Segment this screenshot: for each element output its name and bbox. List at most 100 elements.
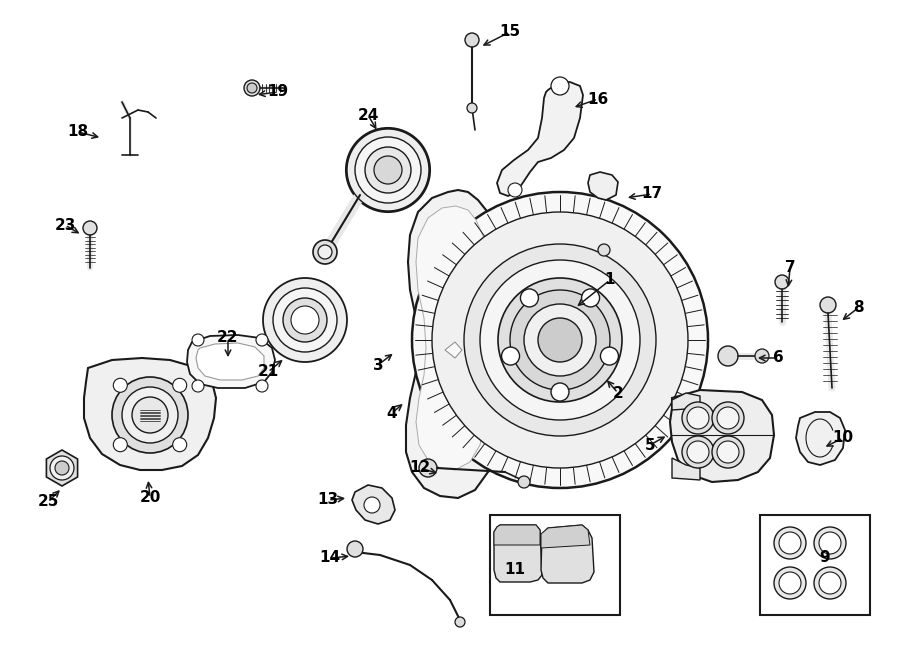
- Text: 17: 17: [642, 187, 662, 201]
- Circle shape: [173, 438, 186, 451]
- Circle shape: [113, 438, 127, 451]
- Text: 12: 12: [410, 461, 430, 475]
- Circle shape: [247, 83, 257, 93]
- Polygon shape: [541, 525, 590, 548]
- Circle shape: [112, 377, 188, 453]
- Circle shape: [779, 532, 801, 554]
- Circle shape: [50, 456, 74, 480]
- Circle shape: [318, 245, 332, 259]
- Polygon shape: [352, 485, 395, 524]
- Circle shape: [524, 304, 596, 376]
- Circle shape: [819, 572, 841, 594]
- Circle shape: [192, 334, 204, 346]
- Text: 14: 14: [320, 551, 340, 565]
- Text: 23: 23: [54, 218, 76, 232]
- Polygon shape: [670, 390, 774, 482]
- Circle shape: [717, 407, 739, 429]
- Text: 1: 1: [605, 273, 616, 287]
- Circle shape: [355, 137, 421, 203]
- Circle shape: [819, 532, 841, 554]
- Circle shape: [774, 527, 806, 559]
- Circle shape: [510, 290, 610, 390]
- Circle shape: [291, 306, 319, 334]
- Polygon shape: [588, 172, 618, 200]
- Circle shape: [687, 441, 709, 463]
- Text: 11: 11: [505, 563, 526, 577]
- Polygon shape: [416, 206, 485, 470]
- Circle shape: [173, 378, 186, 393]
- Circle shape: [364, 497, 380, 513]
- Circle shape: [412, 192, 708, 488]
- Circle shape: [132, 397, 168, 433]
- Text: 16: 16: [588, 91, 608, 107]
- Circle shape: [581, 289, 599, 307]
- Polygon shape: [494, 525, 542, 582]
- Text: 15: 15: [500, 24, 520, 40]
- Circle shape: [598, 244, 610, 256]
- Circle shape: [551, 77, 569, 95]
- Circle shape: [520, 289, 538, 307]
- Circle shape: [465, 33, 479, 47]
- Circle shape: [774, 567, 806, 599]
- Circle shape: [55, 461, 69, 475]
- Text: 4: 4: [387, 406, 397, 420]
- Text: 10: 10: [832, 430, 853, 446]
- Text: 19: 19: [267, 85, 289, 99]
- Circle shape: [508, 183, 522, 197]
- Polygon shape: [84, 358, 216, 470]
- Circle shape: [374, 156, 402, 184]
- Circle shape: [775, 275, 789, 289]
- Circle shape: [551, 383, 569, 401]
- Polygon shape: [494, 525, 540, 545]
- Circle shape: [113, 378, 127, 393]
- Circle shape: [192, 380, 204, 392]
- Text: 9: 9: [820, 551, 831, 565]
- Text: 3: 3: [373, 357, 383, 373]
- Text: 6: 6: [772, 350, 783, 365]
- Text: 5: 5: [644, 438, 655, 453]
- Circle shape: [480, 260, 640, 420]
- Polygon shape: [796, 412, 845, 465]
- Circle shape: [501, 347, 519, 365]
- Circle shape: [122, 387, 178, 443]
- Bar: [760, 515, 870, 615]
- Text: 13: 13: [318, 493, 338, 508]
- Polygon shape: [196, 343, 264, 380]
- Circle shape: [779, 572, 801, 594]
- Circle shape: [365, 147, 411, 193]
- Circle shape: [498, 278, 622, 402]
- Circle shape: [346, 128, 430, 212]
- Circle shape: [820, 297, 836, 313]
- Circle shape: [263, 278, 347, 362]
- Polygon shape: [497, 82, 583, 196]
- Circle shape: [467, 103, 477, 113]
- Circle shape: [273, 288, 337, 352]
- Circle shape: [244, 80, 260, 96]
- Circle shape: [518, 476, 530, 488]
- Polygon shape: [672, 458, 700, 480]
- Circle shape: [682, 402, 714, 434]
- Circle shape: [687, 407, 709, 429]
- Circle shape: [538, 318, 582, 362]
- Circle shape: [814, 527, 846, 559]
- Polygon shape: [672, 393, 700, 410]
- Circle shape: [455, 617, 465, 627]
- Circle shape: [313, 240, 337, 264]
- Text: 24: 24: [357, 107, 379, 122]
- Text: 7: 7: [785, 261, 796, 275]
- Text: 8: 8: [852, 301, 863, 316]
- Circle shape: [600, 347, 618, 365]
- Circle shape: [717, 441, 739, 463]
- Circle shape: [419, 459, 437, 477]
- Polygon shape: [187, 335, 275, 388]
- Circle shape: [682, 436, 714, 468]
- Polygon shape: [406, 190, 500, 498]
- Circle shape: [256, 380, 268, 392]
- Circle shape: [432, 212, 688, 468]
- Text: 21: 21: [257, 365, 279, 379]
- Circle shape: [464, 244, 656, 436]
- Circle shape: [718, 346, 738, 366]
- Circle shape: [755, 349, 769, 363]
- Polygon shape: [541, 525, 594, 583]
- Text: 20: 20: [140, 491, 161, 506]
